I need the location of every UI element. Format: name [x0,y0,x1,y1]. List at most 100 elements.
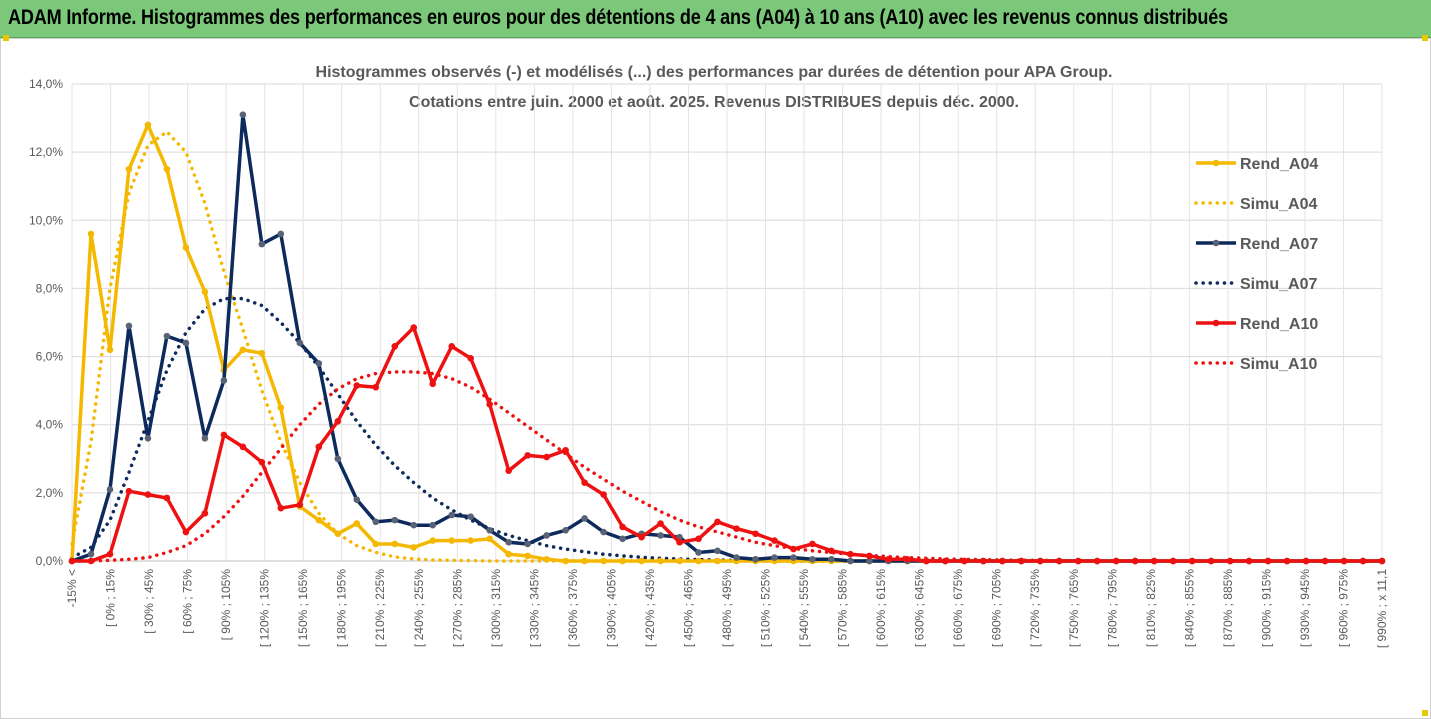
data-point [1207,557,1215,565]
data-point [106,550,114,558]
x-tick-label: [ 90% ; 105% [219,569,233,641]
x-tick-label: [ 540% ; 555% [797,569,811,647]
data-point [543,453,550,461]
data-point [1036,557,1044,565]
series-rend-a10 [68,324,1386,565]
data-point [125,322,133,330]
data-point [315,360,323,367]
data-point [695,557,702,565]
data-point [391,516,399,524]
data-point [467,354,474,362]
data-point [467,537,474,544]
data-point [144,435,152,442]
data-point [600,557,607,565]
data-point [790,545,797,553]
data-point [847,557,854,565]
x-tick-label: [ 120% ; 135% [258,569,272,647]
data-point [562,446,569,454]
data-point [353,520,361,527]
data-point [334,530,342,538]
legend-label: Simu_A10 [1240,356,1317,373]
data-point [998,557,1006,565]
data-point [296,339,304,347]
corner-marker [3,35,9,41]
data-point [657,557,664,565]
data-point [543,532,550,539]
data-point [581,557,588,565]
data-point [524,552,531,560]
data-point [277,404,285,411]
data-point [220,377,228,384]
data-point [562,557,569,565]
x-tick-label: [ 480% ; 495% [720,569,734,647]
data-point [372,383,380,391]
data-point [448,343,456,350]
x-tick-label: [ 210% ; 225% [373,569,387,647]
data-point [1150,557,1158,565]
data-point [1245,557,1253,565]
x-tick-label: [ 600% ; 615% [874,569,888,647]
x-tick-label: [ 900% ; 915% [1259,569,1273,647]
x-tick-label: [ 300% ; 315% [489,569,503,647]
data-point [125,487,133,495]
data-point [1283,557,1291,565]
data-point [296,501,304,509]
data-point [144,121,152,129]
y-tick-label: 0,0% [36,554,64,568]
data-point [1169,557,1177,565]
data-point [771,554,778,561]
legend-label: Simu_A04 [1240,196,1317,213]
data-point [809,555,816,563]
data-point [505,467,512,475]
data-point [125,165,133,173]
data-point [828,547,835,555]
legend-marker [1212,319,1220,327]
data-point [182,244,190,251]
data-point [467,513,474,521]
x-tick-label: [ 60% ; 75% [181,569,195,634]
data-point [885,555,892,563]
x-tick-label: [ 450% ; 465% [681,569,695,647]
data-point [695,549,702,556]
corner-marker [1422,35,1428,41]
x-tick-label: [ 570% ; 585% [836,569,850,647]
data-point [600,528,607,536]
data-point [1017,557,1025,565]
x-tick-label: [ 510% ; 525% [759,569,773,647]
y-tick-label: 8,0% [36,281,64,295]
data-point [106,346,114,354]
data-point [1093,557,1101,565]
chart-subtitle: Cotations entre juin. 2000 et août. 2025… [409,94,1019,111]
data-point [581,515,588,522]
data-point [372,540,380,548]
y-tick-label: 10,0% [29,213,63,227]
data-point [334,418,342,425]
x-tick-label: [ 420% ; 435% [643,569,657,647]
data-point [828,555,835,563]
data-point [1074,557,1082,565]
data-point [163,332,171,340]
data-point [1378,557,1386,565]
data-point [638,533,645,541]
legend: Rend_A04 Simu_A04 Rend_A07 Simu_A07 Rend_A10… [1194,156,1318,373]
data-point [448,511,456,519]
data-point [258,349,266,357]
data-point [923,557,930,565]
data-point [752,530,759,538]
x-tick-label: [ 660% ; 675% [951,569,965,647]
data-point [239,111,247,118]
data-point [182,339,190,347]
data-point [942,557,949,565]
data-point [714,557,721,565]
data-point [714,518,721,526]
data-point [201,288,209,296]
y-tick-label: 4,0% [36,418,64,432]
data-point [524,540,531,548]
data-point [315,443,323,451]
data-point [410,324,418,331]
data-point [619,535,626,543]
data-point [1188,557,1196,565]
data-point [1112,557,1120,565]
data-point [201,510,209,517]
